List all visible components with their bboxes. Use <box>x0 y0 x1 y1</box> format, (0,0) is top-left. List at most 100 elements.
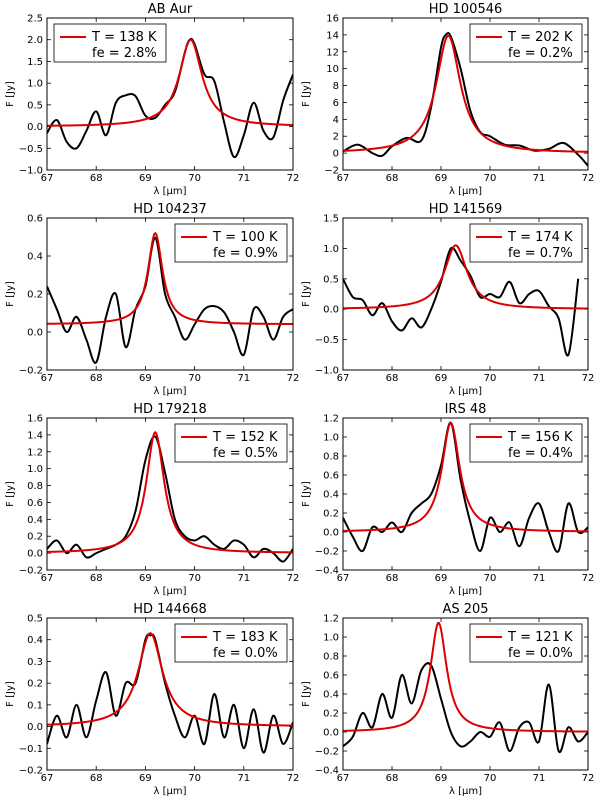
x-axis-label: λ [μm] <box>153 186 186 197</box>
chart-title: HD 141569 <box>429 202 503 217</box>
y-tick-label: −1.0 <box>19 166 43 177</box>
y-tick-label: 0.4 <box>27 635 43 646</box>
model-line <box>47 430 293 554</box>
model-line <box>343 34 588 153</box>
x-tick-label: 68 <box>386 573 399 584</box>
x-tick-label: 69 <box>139 173 152 184</box>
x-tick-label: 71 <box>533 573 546 584</box>
y-tick-label: −0.2 <box>19 566 43 577</box>
y-tick-label: 0.4 <box>27 515 43 526</box>
y-tick-label: 0.4 <box>27 252 43 263</box>
y-tick-label: 0.2 <box>27 532 43 543</box>
x-tick-label: 67 <box>337 173 350 184</box>
y-tick-label: 12 <box>326 47 339 58</box>
legend-label: fe = 0.0% <box>508 646 573 661</box>
y-tick-label: 0.2 <box>27 290 43 301</box>
x-tick-label: 72 <box>287 173 300 184</box>
x-tick-label: 72 <box>287 773 300 784</box>
x-tick-label: 71 <box>237 173 250 184</box>
model-line <box>343 421 588 533</box>
plot-frame <box>46 617 294 771</box>
x-tick-label: 70 <box>484 373 497 384</box>
model-line <box>47 632 293 727</box>
x-tick-label: 71 <box>533 173 546 184</box>
y-tick-label: −0.4 <box>315 766 339 777</box>
legend-label: T = 121 K <box>507 630 573 645</box>
y-tick-label: 0.2 <box>27 679 43 690</box>
y-tick-label: 2.5 <box>27 14 43 25</box>
x-tick-label: 71 <box>533 773 546 784</box>
chart-title: HD 144668 <box>133 602 207 617</box>
x-tick-label: 72 <box>287 373 300 384</box>
y-tick-label: 2 <box>333 132 339 143</box>
legend-label: fe = 0.5% <box>213 446 278 461</box>
plot-frame <box>46 17 294 171</box>
plot-frame <box>46 417 294 571</box>
legend-box <box>469 23 583 63</box>
legend-label: fe = 2.8% <box>92 46 157 61</box>
x-tick-label: 69 <box>139 773 152 784</box>
y-tick-label: 1.2 <box>27 447 43 458</box>
y-axis-label: F [Jy] <box>301 81 312 107</box>
chart-title: AS 205 <box>442 602 488 617</box>
y-axis-label: F [Jy] <box>5 481 16 507</box>
y-tick-label: −0.4 <box>315 566 339 577</box>
chart-panel-6: HD 144668 67 68 69 70 71 72 −0.2 −0.1 0.0 0.1 0.2 0.… <box>5 602 299 797</box>
x-tick-label: 69 <box>435 773 448 784</box>
y-tick-label: 1.4 <box>27 430 43 441</box>
x-tick-label: 68 <box>386 173 399 184</box>
x-tick-label: 70 <box>188 773 201 784</box>
legend-box <box>469 623 583 663</box>
y-tick-label: 1.5 <box>27 57 43 68</box>
y-tick-label: 1.5 <box>323 214 339 225</box>
chart-panel-4: HD 179218 67 68 69 70 71 72 −0.2 0.0 0.2 0.4 0.6 0.8… <box>5 402 299 597</box>
x-tick-label: 70 <box>188 173 201 184</box>
y-tick-label: 0.8 <box>323 652 339 663</box>
x-tick-label: 71 <box>237 773 250 784</box>
y-tick-label: 0.6 <box>27 498 43 509</box>
x-tick-label: 69 <box>435 373 448 384</box>
model-line <box>47 38 293 127</box>
y-tick-label: −0.2 <box>19 766 43 777</box>
legend-box <box>174 623 288 663</box>
x-tick-label: 67 <box>337 373 350 384</box>
y-tick-label: 0.0 <box>323 728 339 739</box>
series-line-spectrum <box>343 662 588 754</box>
model-line <box>343 622 588 733</box>
legend-label: T = 138 K <box>91 30 157 45</box>
y-tick-label: 0.5 <box>27 614 43 625</box>
x-axis-label: λ [μm] <box>153 586 186 597</box>
y-tick-label: 1.0 <box>323 244 339 255</box>
y-tick-label: −0.1 <box>19 744 43 755</box>
x-tick-label: 69 <box>435 573 448 584</box>
legend-label: fe = 0.0% <box>213 646 278 661</box>
y-tick-label: 0.4 <box>323 690 339 701</box>
y-tick-label: 16 <box>326 14 339 25</box>
legend-label: fe = 0.2% <box>508 46 573 61</box>
legend-label: T = 183 K <box>212 630 278 645</box>
y-tick-label: 1.0 <box>27 464 43 475</box>
x-tick-label: 70 <box>188 573 201 584</box>
legend-label: T = 152 K <box>212 430 278 445</box>
y-axis-label: F [Jy] <box>301 681 312 707</box>
chart-panel-2: HD 104237 67 68 69 70 71 72 −0.2 0.0 0.2 0.4 0.6 λ [… <box>5 202 299 397</box>
y-tick-label: 1.2 <box>323 614 339 625</box>
y-tick-label: 0.2 <box>323 709 339 720</box>
y-tick-label: −0.5 <box>19 144 43 155</box>
y-tick-label: −0.2 <box>315 747 339 758</box>
legend-box <box>53 23 167 63</box>
chart-title: HD 104237 <box>133 202 207 217</box>
y-tick-label: −0.2 <box>19 366 43 377</box>
y-tick-label: 0.6 <box>323 471 339 482</box>
x-tick-label: 70 <box>484 773 497 784</box>
y-tick-label: 0.2 <box>323 509 339 520</box>
x-tick-label: 69 <box>435 173 448 184</box>
chart-panel-5: IRS 48 67 68 69 70 71 72 −0.4 −0.2 0.0 0.2 0.4 0.6 0.… <box>301 402 594 597</box>
legend-label: T = 156 K <box>507 430 573 445</box>
legend-label: fe = 0.7% <box>508 246 573 261</box>
x-tick-label: 70 <box>484 573 497 584</box>
chart-title: IRS 48 <box>445 402 487 417</box>
series-line-spectrum <box>47 633 293 754</box>
x-tick-label: 67 <box>41 373 54 384</box>
